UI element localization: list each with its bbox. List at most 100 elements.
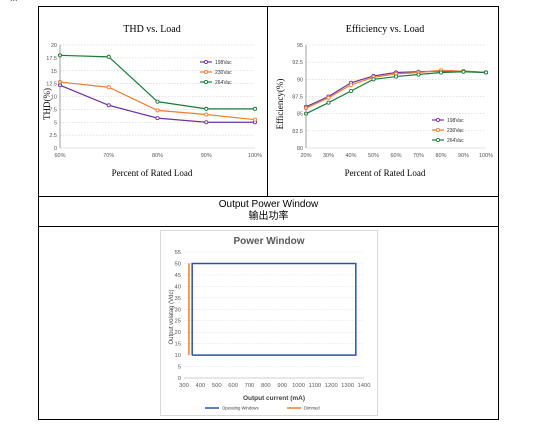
legend: 198Vac 230Vac 264Vac — [200, 59, 232, 86]
x-tick-label: 1000 — [292, 383, 305, 389]
series-lines — [57, 53, 258, 125]
x-tick-label: 800 — [261, 383, 271, 389]
legend-label: 198Vac — [215, 60, 232, 66]
x-tick-label: 90% — [201, 153, 212, 159]
x-tick-label: 100% — [479, 153, 493, 159]
x-tick-label: 70% — [103, 153, 114, 159]
data-point — [106, 54, 111, 59]
y-tick-label: 20 — [175, 330, 181, 336]
data-point — [348, 82, 354, 87]
data-point — [204, 106, 209, 111]
y-tick-label: 20 — [51, 43, 57, 49]
x-tick-label: 1300 — [341, 383, 354, 389]
data-point — [204, 112, 209, 117]
data-point — [203, 59, 209, 65]
data-point — [326, 95, 331, 100]
cutoff-text: ... — [10, 0, 18, 3]
y-tick-label: 5 — [54, 120, 57, 126]
data-point — [393, 74, 399, 79]
legend-label: 264Vac — [215, 80, 232, 86]
data-point — [416, 72, 421, 77]
data-point — [483, 70, 489, 75]
y-tick-label: 80 — [297, 146, 303, 152]
y-tick-label: 82.5 — [292, 129, 303, 135]
y-tick-label: 45 — [175, 273, 181, 279]
x-tick-label: 30% — [323, 153, 334, 159]
y-tick-label: 30 — [175, 307, 181, 313]
data-point — [155, 99, 160, 104]
y-tick-label: 90 — [297, 77, 303, 83]
legend: Operating Windows Dimmed — [205, 406, 320, 411]
x-axis-label: Output current (mA) — [243, 395, 305, 402]
thd-chart: THD vs. Load 0 2.5 5 7.5 10 12.5 15 17.5 20 60% 7… — [40, 8, 265, 188]
data-point — [106, 85, 111, 90]
section-divider-top — [38, 196, 499, 197]
y-gridlines — [306, 44, 486, 149]
data-point — [326, 100, 331, 105]
y-tick-label: 0 — [178, 376, 181, 382]
data-point — [155, 116, 160, 121]
x-tick-label: 600 — [228, 383, 238, 389]
data-point — [435, 117, 441, 123]
chart-title: THD vs. Load — [123, 24, 181, 35]
y-tick-label: 17.5 — [46, 56, 57, 62]
y-axis-label: Efficiency(%) — [275, 79, 285, 130]
legend: 198Vac 230Vac 264Vac — [432, 117, 464, 144]
series-lines — [188, 262, 357, 356]
x-tick-label: 80% — [435, 153, 446, 159]
document-frame — [38, 6, 499, 420]
x-tick-labels: 300 400 500 600 700 800 900 1000 1100 1200 1300 140… — [179, 383, 370, 389]
chart-title: Efficiency vs. Load — [346, 24, 424, 35]
x-axis-label: Percent of Rated Load — [112, 168, 193, 178]
section-title-en: Output Power Window — [218, 199, 319, 210]
data-point — [252, 106, 258, 111]
y-tick-label: 87.5 — [292, 95, 303, 101]
x-tick-label: 90% — [458, 153, 469, 159]
x-tick-label: 400 — [196, 383, 206, 389]
data-point — [435, 137, 441, 143]
y-tick-label: 35 — [175, 296, 181, 302]
x-tick-label: 60% — [54, 153, 65, 159]
data-point — [348, 88, 354, 94]
y-tick-label: 10 — [51, 95, 57, 101]
x-tick-label: 50% — [368, 153, 379, 159]
data-point — [203, 79, 209, 85]
y-tick-labels: 0 2.5 5 7.5 10 12.5 15 17.5 20 — [46, 43, 57, 152]
x-tick-label: 1400 — [358, 383, 371, 389]
y-tick-label: 5 — [178, 365, 181, 371]
data-point — [203, 69, 209, 75]
legend-label: 230Vac — [447, 128, 464, 134]
x-tick-label: 300 — [179, 383, 189, 389]
data-point — [461, 69, 466, 74]
x-tick-label: 40% — [345, 153, 356, 159]
data-point — [106, 103, 111, 108]
y-tick-labels: 80 82.5 85 87.5 90 92.5 95 — [292, 43, 303, 152]
y-tick-label: 85 — [297, 112, 303, 118]
y-tick-label: 92.5 — [292, 60, 303, 66]
x-tick-label: 100% — [248, 153, 262, 159]
y-tick-label: 7.5 — [49, 107, 57, 113]
legend-label: 230Vac — [215, 70, 232, 76]
x-tick-labels: 20% 30% 40% 50% 60% 70% 80% 90% 100% — [300, 153, 493, 159]
data-point — [204, 120, 209, 125]
legend-label: 264Vac — [447, 138, 464, 144]
y-tick-label: 50 — [175, 261, 181, 267]
power-window-chart: Power Window 0 5 10 15 20 25 30 35 40 45 50 55 300 4… — [160, 230, 378, 416]
legend-label: Operating Windows — [222, 406, 259, 411]
efficiency-chart: Efficiency vs. Load 80 82.5 85 87.5 90 92.5 95… — [270, 8, 496, 188]
series-lines — [303, 68, 489, 116]
data-point — [155, 108, 160, 113]
x-tick-label: 1100 — [309, 383, 321, 389]
data-point — [371, 77, 376, 82]
y-tick-label: 10 — [175, 353, 181, 359]
y-tick-label: 15 — [175, 342, 181, 348]
x-tick-label: 70% — [413, 153, 424, 159]
y-tick-label: 12.5 — [46, 82, 57, 88]
legend-label: 198Vac — [447, 118, 464, 124]
y-tick-label: 0 — [54, 146, 57, 152]
y-tick-label: 95 — [297, 43, 303, 49]
y-tick-labels: 0 5 10 15 20 25 30 35 40 45 50 55 — [175, 250, 181, 382]
section-title: Output Power Window 输出功率 — [38, 199, 499, 223]
y-axis-label: THD(%) — [42, 88, 52, 120]
data-point — [252, 117, 258, 122]
